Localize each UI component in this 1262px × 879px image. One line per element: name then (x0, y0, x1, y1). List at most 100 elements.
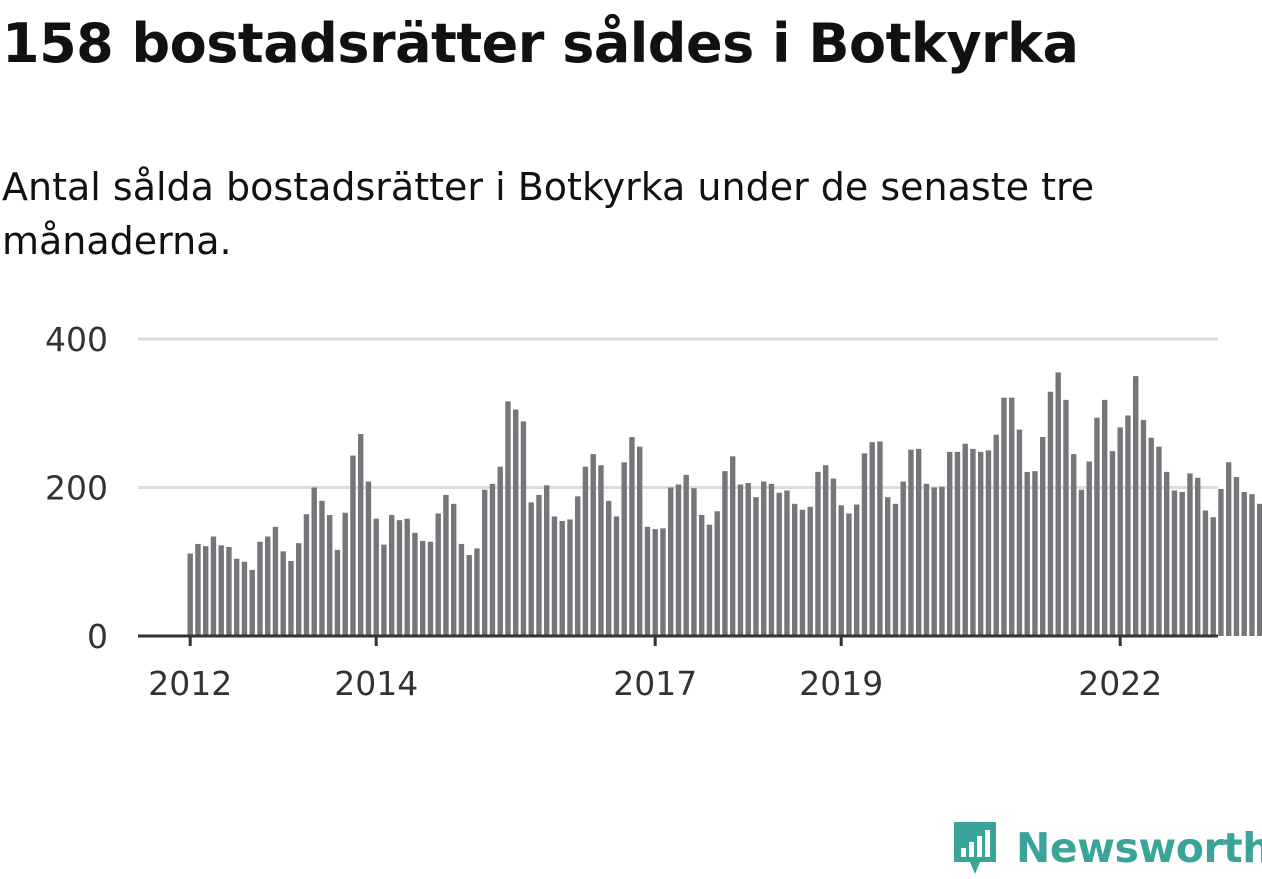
bar (288, 561, 294, 636)
bar (1179, 491, 1185, 636)
bar (1117, 427, 1123, 636)
bar (1001, 397, 1007, 636)
bar (226, 546, 232, 636)
bar (1233, 477, 1240, 636)
bar (978, 451, 984, 636)
bar (621, 462, 627, 636)
bar (420, 540, 426, 636)
bar (606, 500, 612, 636)
bar (954, 451, 961, 636)
bar (1040, 437, 1046, 636)
bar (513, 409, 519, 636)
bar (768, 483, 775, 636)
bar (1086, 461, 1092, 636)
bar (1047, 391, 1054, 636)
bar (482, 489, 488, 636)
bar (784, 490, 790, 636)
bar (1102, 399, 1108, 636)
bar (1032, 471, 1038, 636)
bar (753, 497, 759, 636)
bar (939, 486, 945, 636)
bar (900, 481, 906, 636)
bar (699, 514, 705, 636)
bar (249, 569, 255, 636)
bar (1078, 489, 1085, 636)
bar (1009, 397, 1015, 636)
axes (138, 634, 1218, 646)
bar (1195, 477, 1201, 636)
bar (714, 511, 720, 636)
bar (443, 494, 449, 636)
chart-subtitle: Antal sålda bostadsrätter i Botkyrka und… (2, 165, 1095, 263)
y-tick-label: 200 (45, 469, 108, 508)
bar (993, 434, 999, 636)
bar (1140, 419, 1147, 636)
bar (923, 483, 930, 636)
bar (823, 465, 829, 636)
bar (203, 546, 209, 636)
bar (830, 478, 837, 636)
bar (1016, 429, 1023, 636)
bar (1148, 437, 1154, 636)
bar (489, 483, 496, 636)
bar (327, 514, 333, 636)
bar (187, 553, 193, 636)
bar (1187, 473, 1193, 636)
bar (1210, 517, 1216, 636)
bar (590, 454, 596, 636)
x-tick-label: 2014 (334, 664, 418, 703)
bar (257, 541, 263, 636)
bar (497, 466, 503, 636)
x-tick-label: 2012 (148, 664, 232, 703)
bar (551, 516, 558, 636)
bar (520, 421, 527, 636)
bar (458, 543, 465, 636)
bar (241, 561, 248, 636)
bar (567, 519, 573, 636)
bar (792, 503, 798, 636)
bar (877, 441, 883, 636)
bar (272, 526, 279, 636)
bar (265, 536, 271, 636)
bar (722, 471, 728, 636)
bar (365, 481, 372, 636)
bar (342, 512, 348, 636)
bar (637, 446, 643, 636)
bar (1171, 490, 1178, 636)
bar (854, 504, 860, 636)
bar (931, 487, 937, 636)
chart-title: 158 bostadsrätter såldes i Botkyrka (2, 12, 1079, 75)
bar (505, 401, 511, 636)
x-tick-label: 2017 (613, 664, 697, 703)
bar (451, 503, 457, 636)
bar (381, 544, 387, 636)
bar (970, 448, 976, 636)
bar (334, 549, 341, 636)
bar (319, 500, 325, 636)
bar (745, 483, 751, 636)
bar (807, 506, 813, 636)
bar (575, 496, 581, 636)
bar (303, 514, 310, 636)
bar (652, 529, 658, 636)
brand-name: Newsworthy (1016, 824, 1262, 872)
bar (838, 505, 844, 636)
bar (1257, 503, 1262, 636)
bar (1249, 494, 1255, 636)
bar (1164, 471, 1170, 636)
bar (1156, 446, 1162, 636)
bar (1218, 488, 1224, 636)
bar (195, 543, 201, 636)
bar (598, 465, 604, 636)
bar (536, 494, 542, 636)
bar (629, 437, 635, 636)
bar (861, 453, 868, 636)
bar (1226, 462, 1232, 636)
y-tick-label: 0 (87, 617, 108, 656)
bar (396, 520, 403, 636)
bar (435, 513, 441, 636)
bar (1024, 471, 1030, 636)
bar (660, 528, 666, 636)
bar (908, 449, 914, 636)
bar (1071, 454, 1077, 636)
